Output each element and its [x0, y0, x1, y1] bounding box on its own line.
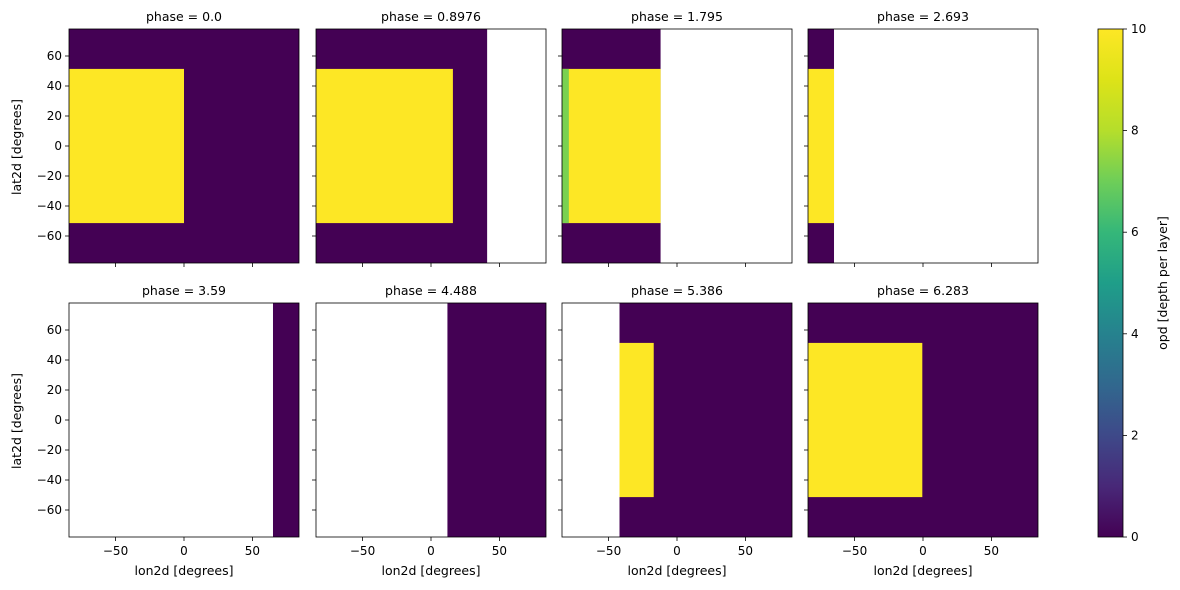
colorbar-tick-label: 10 [1131, 22, 1146, 36]
heatmap-cell [808, 342, 923, 498]
y-tick-label: 20 [47, 109, 62, 123]
panel-frame [68, 302, 300, 538]
panel-title: phase = 1.795 [631, 9, 723, 24]
x-tick-label: 50 [984, 544, 999, 558]
x-tick-label: 0 [427, 544, 435, 558]
x-tick-label: 0 [919, 544, 927, 558]
panel-title: phase = 4.488 [385, 283, 477, 298]
colorbar-gradient [1097, 28, 1124, 538]
heatmap-cell [316, 68, 453, 224]
y-axis-labels: lat2d [degrees] lat2d [degrees] [9, 99, 24, 469]
facet-panel: phase = 1.795 [558, 9, 793, 267]
heatmap-cell [562, 68, 569, 224]
x-tick-label: −50 [103, 544, 128, 558]
colorbar-tick-label: 6 [1131, 225, 1139, 239]
x-axis-label: lon2d [degrees] [382, 563, 481, 578]
facet-panel: phase = 0.8976 [312, 9, 547, 267]
x-tick-label: −50 [842, 544, 867, 558]
facet-panel: phase = 3.59 −50 0 50 60 40 20 0 −20 −40 −60 lon2d … [37, 283, 300, 578]
colorbar-tick-label: 2 [1131, 428, 1139, 442]
y-tick-label: 0 [54, 139, 62, 153]
y-tick-label: 60 [47, 323, 62, 337]
x-tick-label: −50 [350, 544, 375, 558]
x-tick-label: 50 [492, 544, 507, 558]
y-tick-label: −20 [37, 443, 62, 457]
panel-title: phase = 6.283 [877, 283, 969, 298]
panel-title: phase = 3.59 [142, 283, 226, 298]
x-tick-label: 50 [738, 544, 753, 558]
colorbar-label: opd [depth per layer] [1155, 216, 1170, 350]
x-axis-label: lon2d [degrees] [135, 563, 234, 578]
colorbar-tick-label: 0 [1131, 530, 1139, 544]
heatmap-cell [562, 68, 661, 224]
facet-panel: phase = 6.283 −50 0 50 lon2d [degrees] [804, 283, 1039, 578]
x-axis-label: lon2d [degrees] [874, 563, 973, 578]
panel-title: phase = 2.693 [877, 9, 969, 24]
heatmap-cell [69, 68, 184, 224]
panel-frame [807, 28, 1039, 264]
panel-title: phase = 0.0 [146, 9, 222, 24]
x-tick-label: −50 [596, 544, 621, 558]
heatmap-cell [272, 303, 299, 537]
x-tick-label: 0 [673, 544, 681, 558]
y-tick-label: −60 [37, 503, 62, 517]
facet-panel: phase = 2.693 [804, 9, 1039, 267]
heatmap-cell [808, 68, 835, 224]
colorbar-ticks: 0 2 4 6 8 10 [1123, 22, 1146, 544]
y-tick-label: 20 [47, 383, 62, 397]
y-tick-label: 40 [47, 353, 62, 367]
y-axis-label-top: lat2d [degrees] [9, 99, 24, 195]
y-axis-label-bottom: lat2d [degrees] [9, 373, 24, 469]
facet-panel: phase = 5.386 −50 0 50 lon2d [degrees] [558, 283, 793, 578]
panel-title: phase = 0.8976 [381, 9, 481, 24]
panel-title: phase = 5.386 [631, 283, 723, 298]
y-tick-label: 0 [54, 413, 62, 427]
panel-grid: phase = 0.0 60 40 20 0 −20 −40 −60 phase = 0.897… [37, 9, 1039, 578]
x-axis-label: lon2d [degrees] [628, 563, 727, 578]
x-tick-label: 0 [180, 544, 188, 558]
y-tick-label: −60 [37, 229, 62, 243]
colorbar-tick-label: 8 [1131, 124, 1139, 138]
y-tick-label: −40 [37, 473, 62, 487]
y-tick-label: −20 [37, 169, 62, 183]
colorbar-tick-label: 4 [1131, 327, 1139, 341]
heatmap-cell [447, 303, 546, 537]
y-tick-label: 40 [47, 79, 62, 93]
x-tick-label: 50 [245, 544, 260, 558]
y-tick-label: 60 [47, 49, 62, 63]
facet-panel: phase = 4.488 −50 0 50 lon2d [degrees] [312, 283, 547, 578]
facet-panel: phase = 0.0 60 40 20 0 −20 −40 −60 [37, 9, 300, 267]
y-tick-label: −40 [37, 199, 62, 213]
colorbar: 0 2 4 6 8 10 opd [depth per layer] [1097, 22, 1170, 544]
heatmap-cell [619, 342, 654, 498]
